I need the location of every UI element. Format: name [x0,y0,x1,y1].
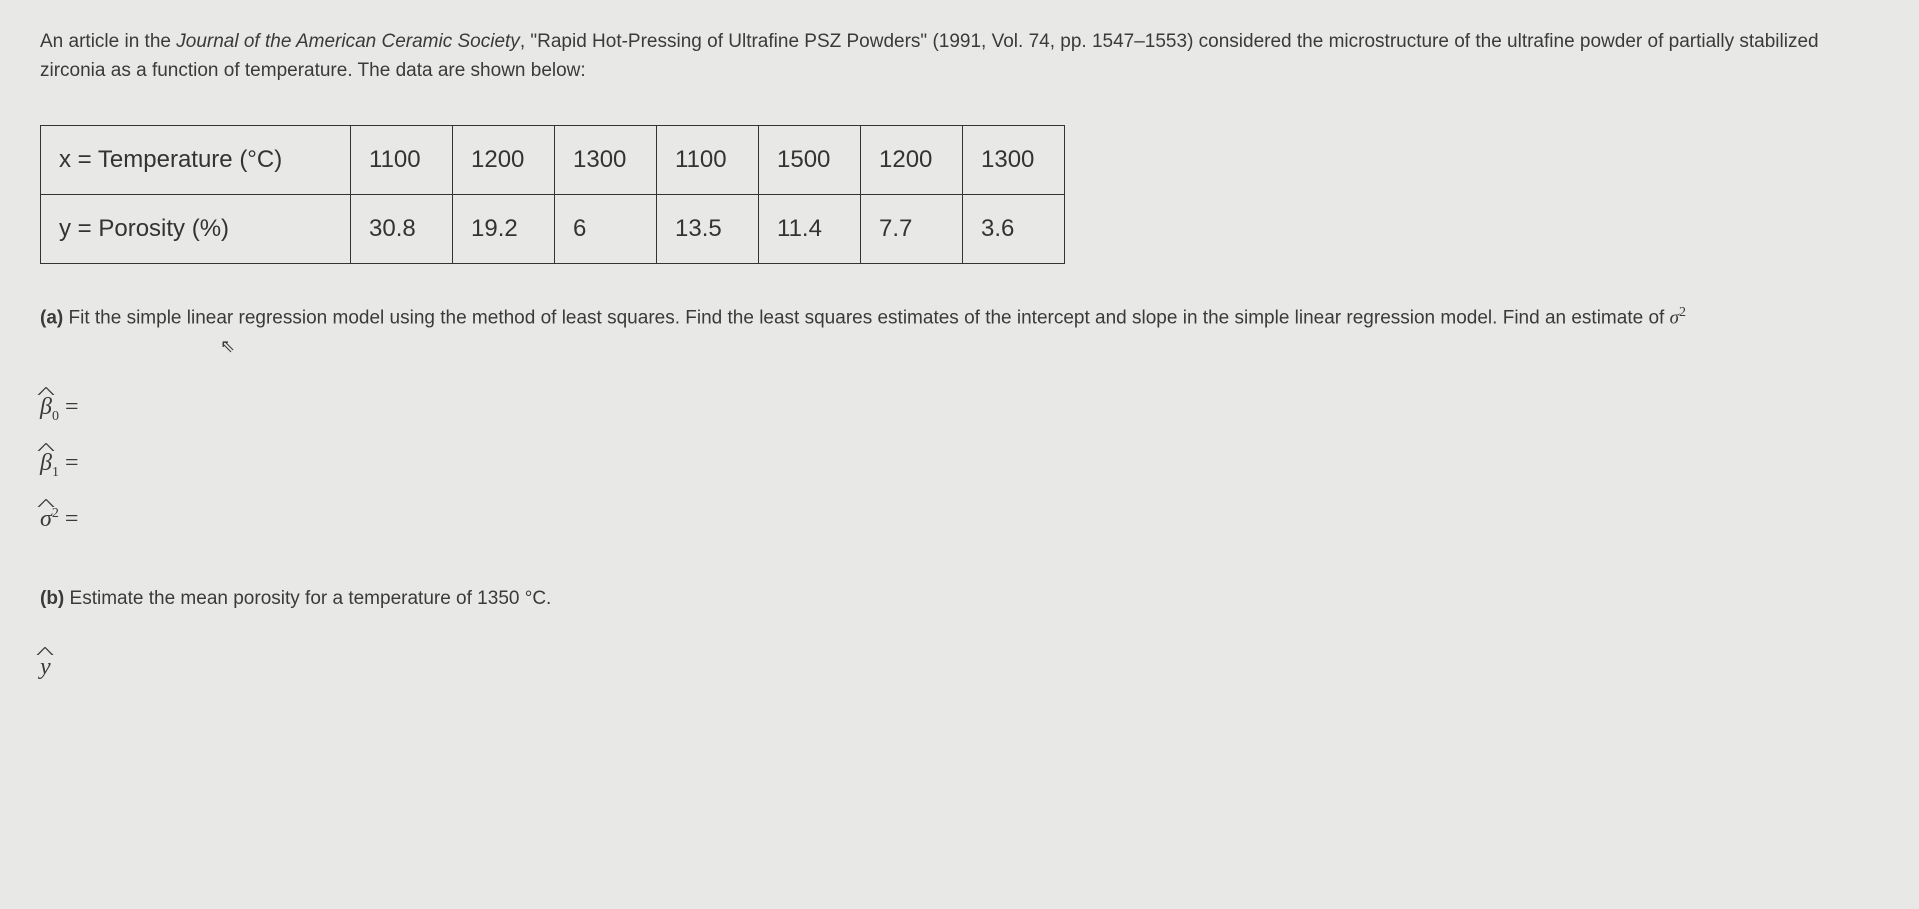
cursor-icon: ⇖ [220,333,235,360]
beta0-line: β0 = [40,389,1879,427]
y-cell: 30.8 [351,195,453,264]
beta0-symbol: β [40,389,52,425]
beta1-equals: = [59,450,79,476]
part-a: (a) Fit the simple linear regression mod… [40,302,1879,361]
beta1-subscript: 1 [52,465,59,480]
y-cell: 7.7 [861,195,963,264]
y-cell: 3.6 [963,195,1065,264]
beta0-subscript: 0 [52,409,59,424]
beta1-symbol: β [40,445,52,481]
part-a-label: (a) [40,307,63,328]
y-cell: 11.4 [759,195,861,264]
x-cell: 1200 [861,126,963,195]
sigmahat-equals: = [59,506,79,532]
data-table: x = Temperature (°C) 1100 1200 1300 1100… [40,125,1065,264]
part-b-text: Estimate the mean porosity for a tempera… [64,588,551,609]
y-cell: 6 [555,195,657,264]
x-cell: 1300 [963,126,1065,195]
x-cell: 1100 [657,126,759,195]
x-cell: 1200 [453,126,555,195]
x-cell: 1100 [351,126,453,195]
sigma-exponent: 2 [1679,305,1686,320]
x-cell: 1500 [759,126,861,195]
sigmahat-symbol: σ [40,501,52,537]
y-cell: 19.2 [453,195,555,264]
problem-intro: An article in the Journal of the America… [40,28,1879,85]
part-b: (b) Estimate the mean porosity for a tem… [40,585,1879,614]
yhat-line: y [40,649,1879,685]
table-row: x = Temperature (°C) 1100 1200 1300 1100… [41,126,1065,195]
journal-name: Journal of the American Ceramic Society [176,31,520,52]
x-cell: 1300 [555,126,657,195]
yhat-symbol: y [40,649,51,685]
part-b-label: (b) [40,588,64,609]
beta1-line: β1 = [40,445,1879,483]
sigma-symbol: σ [1670,307,1679,328]
intro-pre: An article in the [40,31,176,52]
part-a-text: Fit the simple linear regression model u… [63,307,1669,328]
beta0-equals: = [59,394,79,420]
sigmahat-line: σ2 = [40,501,1879,537]
table-row: y = Porosity (%) 30.8 19.2 6 13.5 11.4 7… [41,195,1065,264]
x-label: x = Temperature (°C) [41,126,351,195]
y-cell: 13.5 [657,195,759,264]
y-label: y = Porosity (%) [41,195,351,264]
